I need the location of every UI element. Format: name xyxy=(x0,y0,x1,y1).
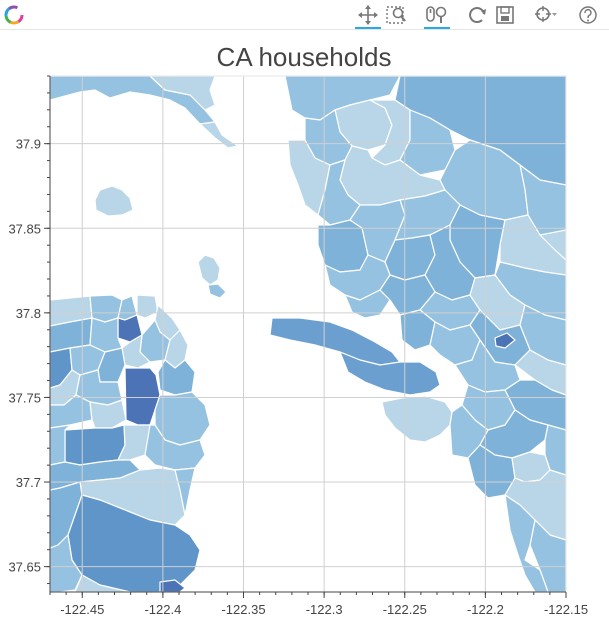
x-axis: -122.45 -122.4 -122.35 -122.3 -122.25 -122.2 -… xyxy=(49,591,588,617)
region-sf-sw[interactable] xyxy=(50,424,71,466)
region-layer xyxy=(50,76,566,592)
region-bay-farm[interactable] xyxy=(381,395,453,443)
help-icon[interactable] xyxy=(575,3,601,29)
toolbar-divider xyxy=(0,29,609,30)
region-sf-c3[interactable] xyxy=(121,334,151,369)
hover-icon[interactable] xyxy=(532,3,558,29)
region-dalycity-3[interactable] xyxy=(154,464,196,516)
x-tick-label: -122.45 xyxy=(60,602,104,617)
region-sf-n3[interactable] xyxy=(136,294,159,319)
x-tick-label: -122.15 xyxy=(544,602,588,617)
region-ssf-4[interactable] xyxy=(74,574,131,592)
region-ssf-3[interactable] xyxy=(159,579,186,592)
y-tick-label: 37.85 xyxy=(8,221,41,236)
region-alameda-east[interactable] xyxy=(339,351,441,396)
region-treasure-island[interactable] xyxy=(197,254,221,286)
x-tick-label: -122.25 xyxy=(383,602,427,617)
pan-icon[interactable] xyxy=(355,3,381,29)
region-oakland-9[interactable] xyxy=(494,332,516,349)
toolbar xyxy=(0,0,609,30)
x-tick-label: -122.4 xyxy=(144,602,181,617)
y-axis: 37.65 37.7 37.75 37.8 37.85 37.9 xyxy=(8,75,51,592)
region-hayward-5[interactable] xyxy=(504,494,549,592)
region-sf-s3[interactable] xyxy=(144,424,206,471)
region-marin-2[interactable] xyxy=(149,76,216,111)
wheel-zoom-icon[interactable] xyxy=(424,3,450,29)
chart-title: CA households xyxy=(216,42,392,72)
y-tick-label: 37.65 xyxy=(8,560,41,575)
x-tick-label: -122.2 xyxy=(467,602,504,617)
region-sf-s1[interactable] xyxy=(64,424,126,466)
region-yerba-buena[interactable] xyxy=(207,283,227,299)
y-tick-label: 37.9 xyxy=(16,137,41,152)
bokeh-logo-icon[interactable] xyxy=(1,3,27,29)
x-tick-label: -122.3 xyxy=(306,602,343,617)
region-hayward-4[interactable] xyxy=(529,519,566,592)
save-icon[interactable] xyxy=(492,3,518,29)
region-hills-2[interactable] xyxy=(539,229,566,261)
box-zoom-icon[interactable] xyxy=(384,3,410,29)
x-tick-label: -122.35 xyxy=(221,602,265,617)
y-tick-label: 37.75 xyxy=(8,390,41,405)
region-angel-island[interactable] xyxy=(94,185,134,217)
grid-lines xyxy=(50,76,567,592)
region-marin-3[interactable] xyxy=(199,121,239,149)
region-sf-c6[interactable] xyxy=(89,399,127,429)
y-tick-label: 37.8 xyxy=(16,306,41,321)
reset-icon[interactable] xyxy=(464,3,490,29)
y-tick-label: 37.7 xyxy=(16,475,41,490)
